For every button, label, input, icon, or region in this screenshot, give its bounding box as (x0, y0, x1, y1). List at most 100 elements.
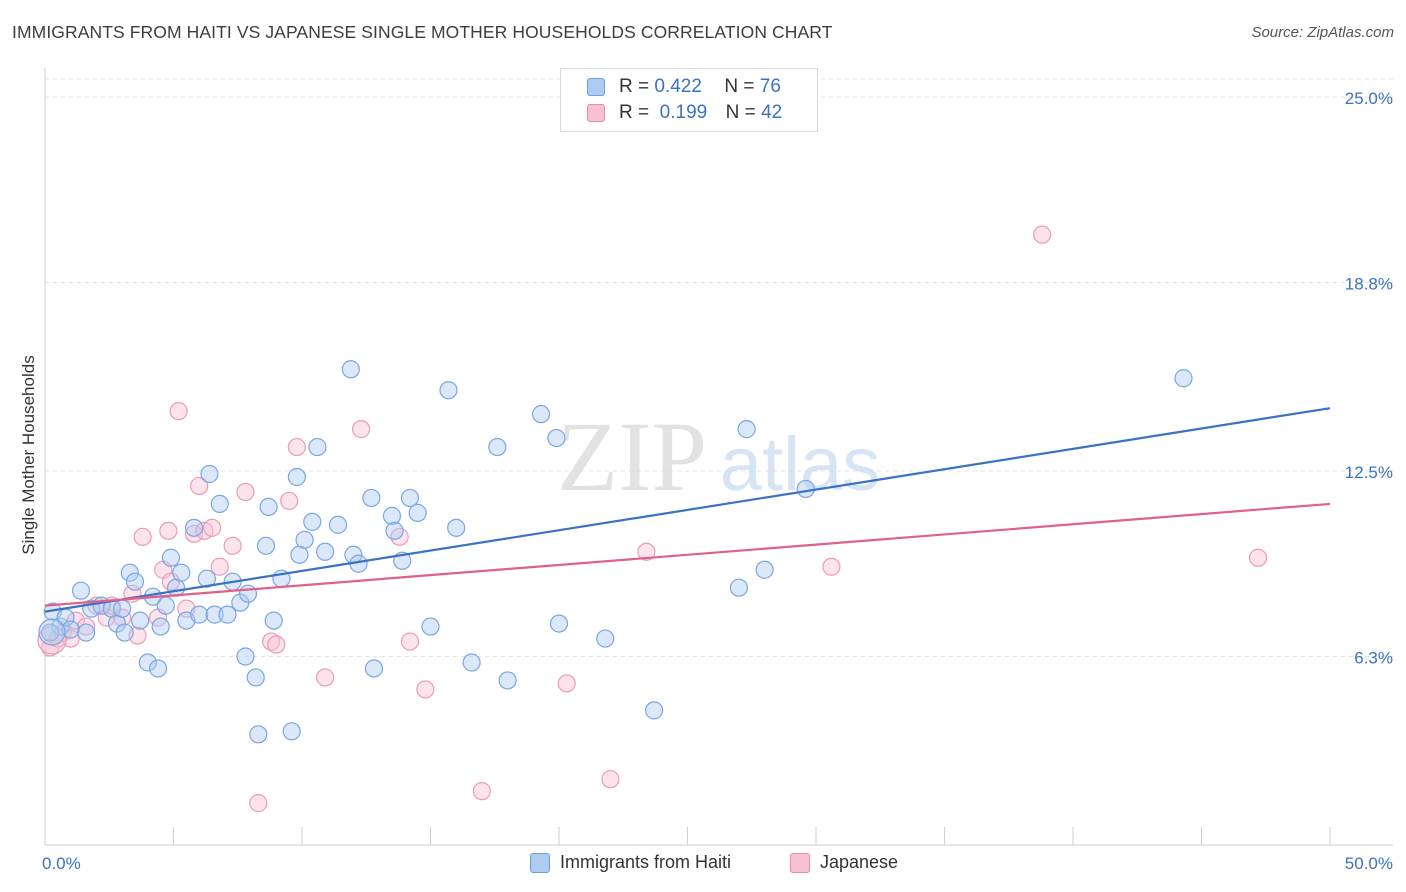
haiti-point (421, 617, 440, 636)
haiti-point (400, 488, 420, 508)
haiti-point (256, 536, 276, 555)
legend-r-label: R = (619, 102, 650, 123)
japanese-point (97, 608, 116, 627)
haiti-point (218, 605, 237, 624)
haiti-point (156, 596, 175, 615)
haiti-point (316, 542, 335, 561)
haiti-point (172, 563, 191, 582)
japanese-point (390, 527, 409, 546)
haiti-point (596, 629, 615, 648)
haiti-point (447, 518, 466, 537)
haiti-point (303, 512, 322, 531)
haiti-point (362, 488, 381, 508)
haiti-point (1174, 369, 1193, 388)
haiti-point (115, 623, 134, 642)
y-tick-label: 18.8% (1345, 275, 1393, 294)
chart-title: IMMIGRANTS FROM HAITI VS JAPANESE SINGLE… (12, 22, 833, 42)
japanese-point (236, 482, 255, 502)
japanese-point (77, 617, 96, 636)
haiti-point (498, 671, 517, 690)
watermark-zip: ZIP (557, 401, 707, 512)
legend-r-value-japanese: 0.199 (659, 102, 708, 123)
legend-row-japanese: R = 0.199 N = 42 (587, 102, 782, 124)
haiti-point (61, 620, 80, 639)
y-tick-label: 12.5% (1345, 463, 1393, 482)
haiti-point (236, 647, 255, 666)
haiti-point (259, 497, 278, 517)
haiti-point (287, 467, 306, 487)
haiti-point (282, 722, 301, 741)
haiti-point (755, 560, 774, 579)
japanese-point (1248, 548, 1268, 567)
japanese-point (159, 521, 178, 540)
tick-labels: 6.3% 12.5% 18.8% 25.0% 0.0% 50.0% (42, 89, 1393, 873)
japanese-point (202, 518, 222, 537)
haiti-point (308, 437, 327, 457)
legend-n-value-haiti: 76 (759, 76, 781, 97)
haiti-point (531, 405, 551, 424)
japanese-point (249, 794, 268, 813)
haiti-point (71, 581, 91, 600)
haiti-point (41, 623, 60, 642)
series-haiti-points (38, 360, 1193, 744)
haiti-point (197, 569, 217, 588)
haiti-point (77, 623, 96, 642)
series-japanese-points (37, 225, 1268, 813)
haiti-point-cluster (38, 618, 66, 646)
haiti-point (729, 578, 749, 597)
haiti-point (385, 521, 404, 540)
japanese-point (66, 611, 85, 630)
haiti-point (341, 360, 360, 379)
haiti-point (547, 428, 566, 448)
bottom-legend-label-japanese: Japanese (820, 852, 899, 872)
japanese-point (601, 770, 620, 789)
haiti-point (246, 668, 265, 687)
watermark: ZIP atlas (557, 401, 880, 512)
haiti-point (130, 611, 150, 630)
haiti-point (364, 659, 384, 678)
haiti-point (210, 494, 229, 514)
trend-lines (44, 407, 1331, 613)
haiti-point (328, 515, 348, 534)
y-axis-label: Single Mother Households (19, 355, 38, 555)
haiti-point (408, 503, 427, 522)
legend-r-label: R = (619, 76, 650, 97)
bottom-legend-label-haiti: Immigrants from Haiti (560, 852, 732, 872)
haiti-point (151, 617, 170, 636)
japanese-point (416, 680, 435, 699)
japanese-point (210, 557, 229, 576)
japanese-point (169, 402, 188, 421)
correlation-legend: R = 0.422 N = 76 R = 0.199 N = 42 (560, 68, 818, 132)
haiti-point (184, 518, 204, 537)
grid-lines (45, 78, 1393, 658)
bottom-legend-japanese: Japanese (790, 852, 898, 873)
haiti-point (238, 584, 258, 603)
bottom-legend-swatch-japanese (790, 852, 810, 873)
japanese-point (223, 536, 242, 555)
japanese-point (262, 632, 281, 651)
japanese-point (822, 557, 841, 576)
legend-swatch-japanese (587, 104, 605, 122)
japanese-point (190, 476, 209, 496)
japanese-point (400, 632, 420, 651)
axes (44, 68, 1393, 846)
haiti-point (737, 420, 756, 439)
x-tick-label: 50.0% (1345, 854, 1393, 873)
haiti-point (796, 479, 815, 499)
japanese-point (316, 668, 335, 687)
y-tick-label: 25.0% (1345, 89, 1393, 108)
japanese-point (472, 782, 491, 801)
japanese-point (287, 437, 306, 457)
japanese-point (1033, 225, 1052, 244)
haiti-point (488, 437, 507, 457)
legend-r-value-haiti: 0.422 (654, 76, 702, 97)
haiti-point (382, 506, 402, 525)
haiti-point (439, 381, 458, 400)
haiti-point (462, 653, 481, 672)
haiti-point (200, 464, 219, 484)
japanese-point (161, 572, 181, 591)
bottom-legend-swatch-haiti (530, 852, 550, 873)
bottom-legend-haiti: Immigrants from Haiti (530, 852, 731, 873)
haiti-trend-line (44, 407, 1331, 613)
